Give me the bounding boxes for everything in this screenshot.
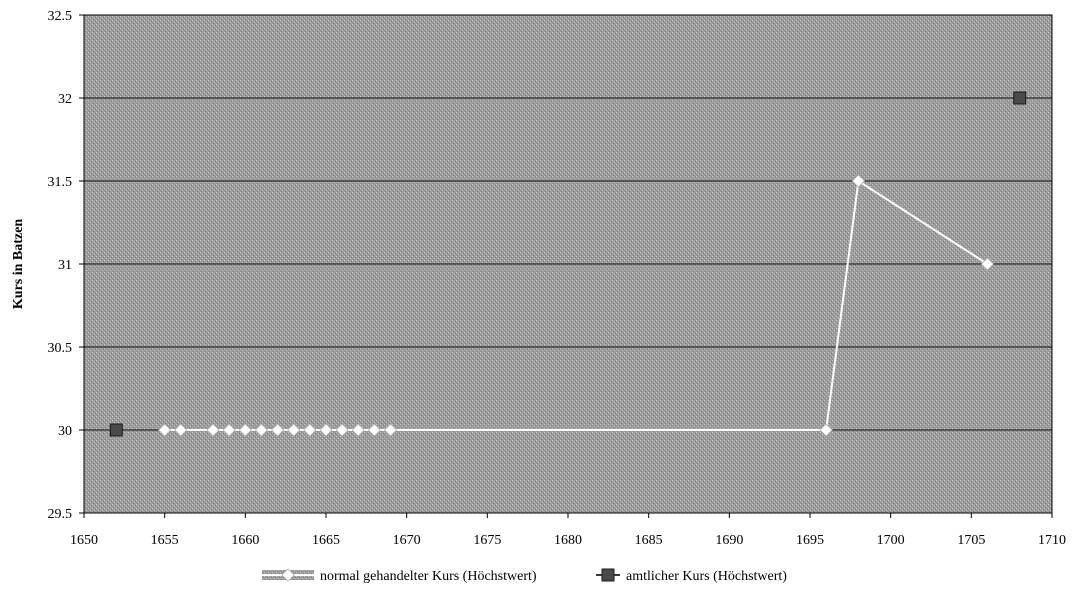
data-point-diamond — [206, 423, 220, 437]
data-point-square — [109, 423, 123, 437]
data-point-diamond — [851, 174, 865, 188]
y-tick-label: 32 — [58, 92, 72, 107]
legend-marker-normal — [281, 568, 295, 582]
x-tick-label: 1685 — [635, 533, 663, 548]
x-tick-label: 1655 — [151, 533, 179, 548]
data-point-diamond — [980, 257, 995, 271]
data-point-diamond — [287, 423, 301, 437]
data-point-diamond — [174, 423, 188, 437]
y-tick-label: 30 — [58, 424, 72, 439]
data-point-diamond — [819, 423, 833, 437]
x-tick-label: 1680 — [554, 533, 582, 548]
data-point-diamond — [303, 423, 317, 437]
x-tick-label: 1695 — [796, 533, 824, 548]
data-point-diamond — [222, 423, 236, 437]
x-tick-label: 1670 — [393, 533, 421, 548]
data-point-diamond — [271, 423, 285, 437]
x-tick-label: 1690 — [715, 533, 743, 548]
data-point-diamond — [254, 423, 269, 437]
data-point-diamond — [351, 423, 365, 437]
data-point-diamond — [319, 423, 333, 437]
x-tick-label: 1675 — [473, 533, 501, 548]
data-point-diamond — [158, 423, 172, 437]
y-tick-label: 30.5 — [48, 341, 73, 356]
y-axis-label: Kurs in Batzen — [11, 219, 26, 309]
y-tick-label: 31.5 — [48, 175, 73, 190]
series-normal — [158, 174, 995, 437]
data-point-diamond — [383, 423, 398, 437]
x-tick-label: 1710 — [1038, 533, 1066, 548]
x-tick-label: 1660 — [231, 533, 259, 548]
y-axis: 29.5 30 30.5 31 31.5 32 32.5 — [48, 9, 84, 522]
y-tick-label: 32.5 — [48, 9, 73, 24]
data-point-square — [1013, 91, 1027, 105]
legend-label-official: amtlicher Kurs (Höchstwert) — [626, 569, 787, 584]
legend-label-normal: normal gehandelter Kurs (Höchstwert) — [320, 569, 537, 584]
x-tick-label: 1665 — [312, 533, 340, 548]
y-tick-label: 31 — [58, 258, 72, 273]
y-tick-label: 29.5 — [48, 507, 73, 522]
x-tick-label: 1705 — [957, 533, 985, 548]
series-official — [109, 91, 1027, 437]
data-point-diamond — [238, 423, 252, 437]
x-tick-label: 1650 — [70, 533, 98, 548]
series-layer — [109, 91, 1027, 437]
x-axis: 1650 1655 1660 1665 1670 1675 1680 1685 1690 1695… — [70, 513, 1066, 548]
legend: normal gehandelter Kurs (Höchstwert) amt… — [262, 568, 787, 584]
legend-marker-official — [601, 568, 615, 582]
x-tick-label: 1700 — [877, 533, 905, 548]
data-point-diamond — [367, 423, 381, 437]
data-point-diamond — [335, 423, 349, 437]
